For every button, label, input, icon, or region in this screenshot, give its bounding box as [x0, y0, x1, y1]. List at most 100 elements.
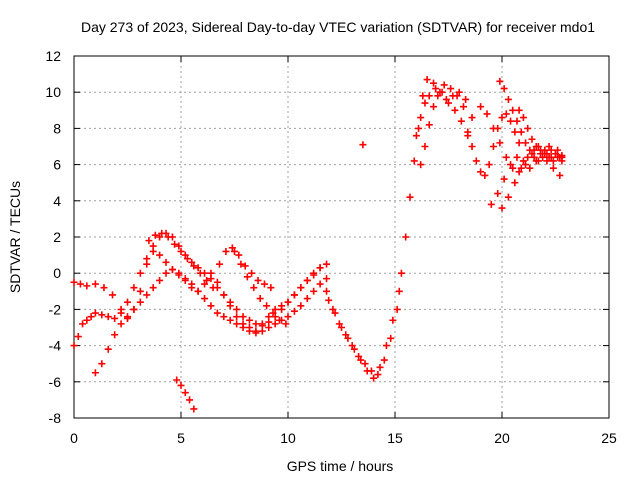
data-point [260, 280, 268, 288]
data-point [363, 367, 371, 375]
data-point [500, 175, 508, 183]
x-tick-label: 5 [177, 430, 185, 446]
series-track-h [325, 287, 403, 382]
data-point [430, 79, 438, 87]
data-point [389, 316, 397, 324]
data-point [124, 298, 131, 306]
y-tick-label: -6 [49, 374, 62, 390]
series-track-f [173, 376, 198, 413]
data-point [522, 139, 530, 147]
data-point [438, 88, 446, 96]
data-point [136, 298, 144, 306]
data-point [494, 190, 502, 198]
data-point [186, 396, 194, 404]
data-point [543, 157, 551, 165]
data-point [370, 374, 378, 382]
data-point [207, 302, 215, 310]
data-point [554, 146, 562, 154]
data-point [487, 200, 495, 208]
data-point [357, 356, 365, 364]
data-point [233, 305, 241, 313]
data-point [528, 150, 536, 158]
data-point [425, 121, 433, 129]
data-point [196, 269, 204, 277]
data-point [130, 284, 138, 292]
x-tick-labels: 0 5 10 15 20 25 [70, 430, 617, 446]
data-point [335, 320, 343, 328]
data-point [406, 193, 414, 201]
series-track-k [412, 85, 472, 140]
data-point [417, 161, 425, 169]
data-point [457, 117, 465, 125]
data-point [164, 233, 172, 241]
data-point [442, 95, 450, 103]
data-point [504, 193, 512, 201]
data-point [181, 275, 189, 283]
x-tick-label: 10 [280, 430, 296, 446]
data-point [310, 287, 318, 295]
data-point [517, 164, 525, 172]
data-point [254, 276, 262, 284]
data-point [271, 305, 279, 313]
data-point [252, 320, 260, 328]
data-point [430, 103, 438, 111]
data-point [226, 316, 234, 324]
data-point [464, 132, 472, 140]
data-point [156, 233, 164, 241]
data-point [515, 106, 523, 114]
data-point [143, 255, 151, 263]
y-tick-label: 8 [53, 120, 61, 136]
data-point [329, 305, 337, 313]
series-track-b [70, 247, 324, 350]
data-point [485, 161, 493, 169]
data-point [190, 405, 198, 413]
data-point [250, 284, 258, 292]
data-point [76, 280, 84, 288]
data-point [158, 229, 166, 237]
data-point [502, 110, 510, 118]
data-point [233, 313, 241, 321]
data-point [455, 88, 463, 96]
data-point [545, 153, 553, 161]
data-point [374, 371, 382, 379]
data-point [530, 153, 538, 161]
data-point [522, 161, 530, 169]
data-point [143, 291, 151, 299]
data-point [151, 231, 159, 239]
data-point [235, 251, 243, 259]
data-point [530, 146, 538, 154]
series-track-o [487, 143, 566, 208]
data-point [284, 313, 292, 321]
y-tick-labels: -8 -6 -4 -2 0 2 4 6 8 10 12 [45, 48, 61, 426]
x-axis-label: GPS time / hours [287, 458, 394, 474]
series-track-d [145, 229, 275, 292]
data-point [412, 132, 420, 140]
data-point [70, 278, 78, 286]
data-point [91, 280, 99, 288]
data-point [515, 139, 523, 147]
data-point [87, 313, 95, 321]
data-point [226, 302, 234, 310]
data-point [537, 146, 545, 154]
data-point [402, 233, 410, 241]
data-point [498, 204, 506, 212]
data-point [489, 143, 497, 150]
data-point [361, 360, 369, 368]
data-point [213, 278, 221, 286]
y-tick-label: 12 [45, 48, 61, 64]
data-point [275, 316, 283, 324]
data-point [432, 85, 440, 93]
y-tick-label: -2 [49, 301, 62, 317]
data-point [269, 309, 277, 317]
data-point [532, 143, 540, 150]
data-point [252, 329, 260, 337]
data-point [468, 143, 476, 150]
data-point [111, 331, 119, 339]
data-point [245, 327, 253, 335]
data-point [541, 150, 549, 158]
data-point [382, 342, 390, 350]
data-point [237, 260, 245, 268]
data-point [507, 117, 515, 125]
series-track-l [417, 81, 467, 169]
